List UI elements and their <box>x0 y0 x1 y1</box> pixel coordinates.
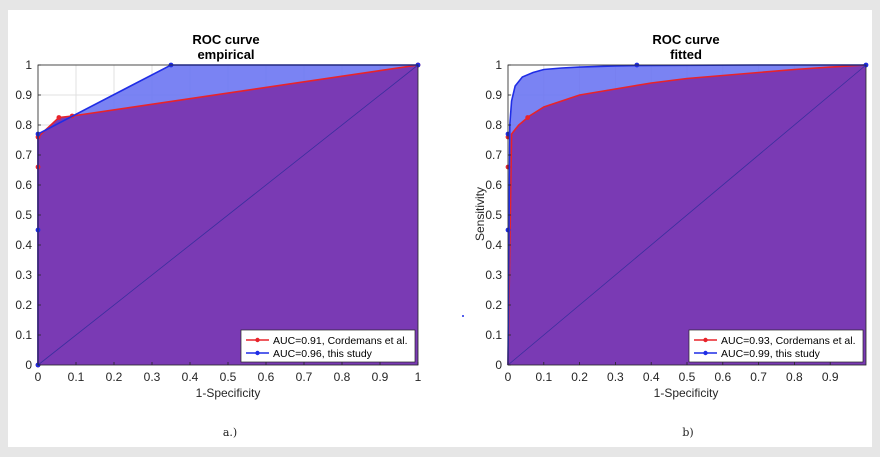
chart-b-legend-label-0: AUC=0.93, Cordemans et al. <box>721 335 856 347</box>
chart-b-title: ROC curve <box>652 32 719 47</box>
chart-panel-a: ROC curve empirical 0 0.1 0.2 0.3 0.4 0.5 0.6 0… <box>15 32 421 439</box>
chart-a-ytick-label: 0.3 <box>15 268 32 282</box>
chart-b-xtick-label: 0 <box>505 370 512 384</box>
chart-a-caption: a.) <box>223 426 237 439</box>
chart-b-ytick-label: 0.3 <box>485 268 502 282</box>
chart-b-ytick-label: 0.5 <box>485 208 502 222</box>
chart-b-chance-line <box>507 64 867 366</box>
chart-b-subtitle: fitted <box>670 47 702 62</box>
chart-a-legend-label-1: AUC=0.96, this study <box>273 348 373 360</box>
chart-a-xtick-label: 0.6 <box>258 370 275 384</box>
chart-b-legend-label-1: AUC=0.99, this study <box>721 348 821 360</box>
chart-b-caption: b) <box>682 426 693 439</box>
chart-a-ytick-label: 0.9 <box>15 88 32 102</box>
chart-b-ylabel: Sensitivity <box>473 187 487 241</box>
chart-a-ytick-label: 0.2 <box>15 298 32 312</box>
chart-b-ytick-label: 1 <box>495 58 502 72</box>
chart-a-ytick-label: 0.7 <box>15 148 32 162</box>
chart-b-legend: AUC=0.93, Cordemans et al.AUC=0.99, this… <box>688 329 864 363</box>
chart-b-ytick-label: 0.6 <box>485 178 502 192</box>
chart-a-xtick-label: 0.1 <box>68 370 85 384</box>
chart-a-legend-marker-1 <box>255 350 260 356</box>
chart-a-subtitle: empirical <box>197 47 254 62</box>
chart-a-ytick-label: 0 <box>25 358 32 372</box>
chart-b-ytick-label: 0.9 <box>485 88 502 102</box>
chart-a-xlabel: 1-Specificity <box>196 386 261 400</box>
chart-a-ytick-label: 0.8 <box>15 118 32 132</box>
chart-panel-b: ROC curve fitted 0 0.1 0.2 0.3 0.4 0.5 0.6 0.7 0… <box>473 32 869 439</box>
chart-b-xlabel: 1-Specificity <box>654 386 719 400</box>
chart-a-xtick-label: 0.5 <box>220 370 237 384</box>
chart-b-xtick-label: 0.1 <box>535 370 552 384</box>
chart-a-legend: AUC=0.91, Cordemans et al.AUC=0.96, this… <box>240 329 416 363</box>
chart-a-plot: 0 0.1 0.2 0.3 0.4 0.5 0.6 0.7 0.8 0.9 1 0 0.1 0.2 0.3 0… <box>15 58 421 384</box>
chart-b-plot: 0 0.1 0.2 0.3 0.4 0.5 0.6 0.7 0.8 0.9 0 0.1 0.2 0.3 0.… <box>485 58 869 384</box>
chart-b-legend-box <box>688 329 864 363</box>
chart-b-ytick-label: 0.2 <box>485 298 502 312</box>
chart-a-ytick-label: 0.1 <box>15 328 32 342</box>
chart-a-legend-box <box>240 329 416 363</box>
chart-a-xtick-label: 1 <box>415 370 422 384</box>
chart-b-ytick-label: 0.8 <box>485 118 502 132</box>
chart-b-xtick-label: 0.4 <box>643 370 660 384</box>
chart-a-ytick-label: 0.4 <box>15 238 32 252</box>
chart-a-xtick-label: 0.3 <box>144 370 161 384</box>
chart-a-chance-line <box>37 64 419 366</box>
chart-b-legend-marker-1 <box>703 350 708 356</box>
chart-b-xtick-label: 0.3 <box>607 370 624 384</box>
chart-b-xtick-label: 0.2 <box>571 370 588 384</box>
chart-b-xtick-label: 0.9 <box>822 370 839 384</box>
chart-b-ytick-label: 0 <box>495 358 502 372</box>
chart-a-xtick-label: 0.2 <box>106 370 123 384</box>
chart-a-legend-marker-0 <box>255 337 260 343</box>
chart-a-ytick-label: 0.6 <box>15 178 32 192</box>
chart-b-xtick-label: 0.8 <box>786 370 803 384</box>
chart-a-xtick-label: 0.8 <box>334 370 351 384</box>
chart-a-xtick-label: 0.9 <box>372 370 389 384</box>
chart-a-ytick-label: 0.5 <box>15 208 32 222</box>
chart-a-xtick-label: 0.4 <box>182 370 199 384</box>
chart-b-series-point-0 <box>525 115 531 120</box>
stray-dot <box>462 315 464 317</box>
chart-a-series-point-0 <box>56 115 62 120</box>
chart-b-series-line-0 <box>507 64 867 366</box>
chart-b-ytick-label: 0.4 <box>485 238 502 252</box>
chart-a-title: ROC curve <box>192 32 259 47</box>
chart-b-xtick-label: 0.6 <box>714 370 731 384</box>
chart-a-legend-label-0: AUC=0.91, Cordemans et al. <box>273 335 408 347</box>
chart-b-xtick-label: 0.5 <box>679 370 696 384</box>
chart-b-xtick-label: 0.7 <box>750 370 767 384</box>
chart-b-legend-marker-0 <box>703 337 708 343</box>
chart-a-xtick-label: 0 <box>35 370 42 384</box>
chart-a-xtick-label: 0.7 <box>296 370 313 384</box>
chart-b-ytick-label: 0.7 <box>485 148 502 162</box>
chart-b-ytick-label: 0.1 <box>485 328 502 342</box>
chart-a-ytick-label: 1 <box>25 58 32 72</box>
